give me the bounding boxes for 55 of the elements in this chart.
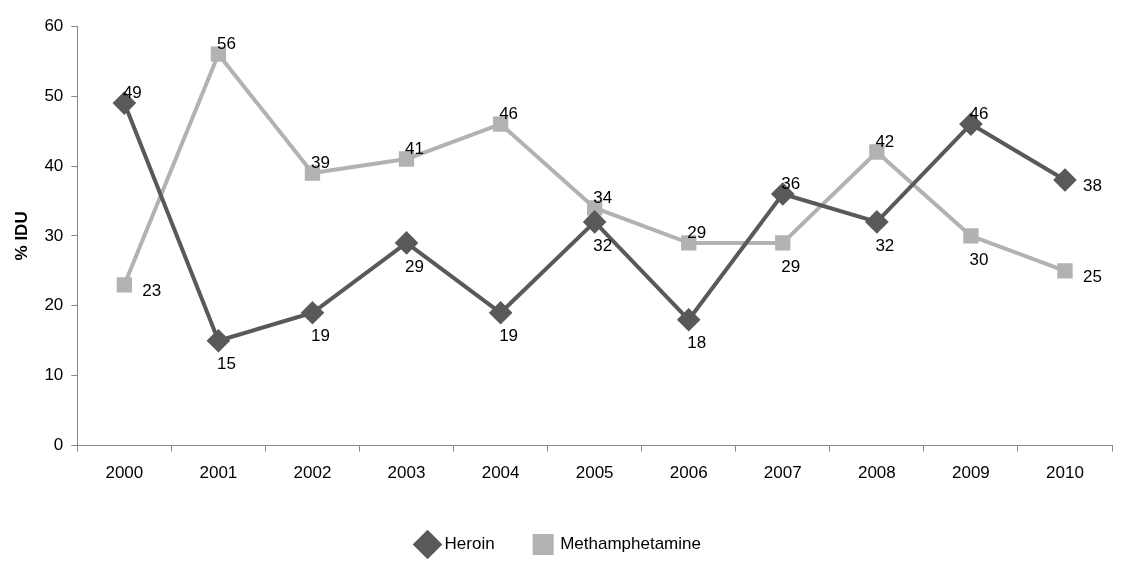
data-label: 29 [781,256,801,276]
point [1053,168,1076,191]
y-tick-label: 60 [44,15,64,35]
y-axis-title: % IDU [11,211,31,261]
legend-label: Methamphetamine [560,534,701,554]
data-label: 19 [499,326,519,346]
data-label: 18 [687,333,707,353]
point [865,210,888,233]
data-label: 38 [1082,175,1102,195]
y-tick-label: 20 [44,295,64,315]
point [963,228,979,244]
x-tick-label: 2003 [387,463,426,483]
data-label: 49 [122,82,142,102]
data-label: 41 [405,138,424,158]
data-label: 15 [216,354,236,374]
point [489,301,512,324]
point [395,231,418,254]
data-label: 56 [216,33,236,53]
point [583,210,606,233]
data-label: 36 [781,173,801,193]
data-label: 32 [875,235,895,255]
y-tick-label: 10 [44,365,64,385]
data-label: 30 [969,249,989,269]
data-label: 39 [311,152,330,172]
y-tick-label: 50 [44,85,64,105]
x-tick-label: 2004 [481,463,520,483]
x-tick-label: 2009 [951,463,990,483]
x-tick-label: 2007 [763,463,802,483]
data-label: 46 [499,103,519,123]
data-label: 32 [593,235,613,255]
data-label: 29 [687,222,707,242]
y-tick-label: 30 [44,225,64,245]
x-tick-label: 2010 [1046,463,1084,483]
point [775,235,791,251]
point [207,329,230,352]
y-tick-label: 40 [44,155,64,175]
point [301,301,324,324]
data-label: 42 [875,131,895,151]
x-tick-label: 2002 [293,463,332,483]
x-tick-label: 2000 [105,463,144,483]
point [677,308,700,331]
x-tick-label: 2001 [199,463,238,483]
point [116,277,132,293]
data-label: 34 [593,187,613,207]
data-label: 46 [969,103,989,123]
x-tick-label: 2006 [669,463,708,483]
x-tick-label: 2005 [575,463,614,483]
y-tick-label: 0 [53,435,64,455]
point [1057,263,1073,279]
data-label: 19 [311,326,330,346]
legend-label: Heroin [444,534,495,554]
x-tick-label: 2008 [857,463,896,483]
data-label: 23 [142,280,162,300]
data-label: 29 [405,256,424,276]
data-label: 25 [1082,266,1102,286]
